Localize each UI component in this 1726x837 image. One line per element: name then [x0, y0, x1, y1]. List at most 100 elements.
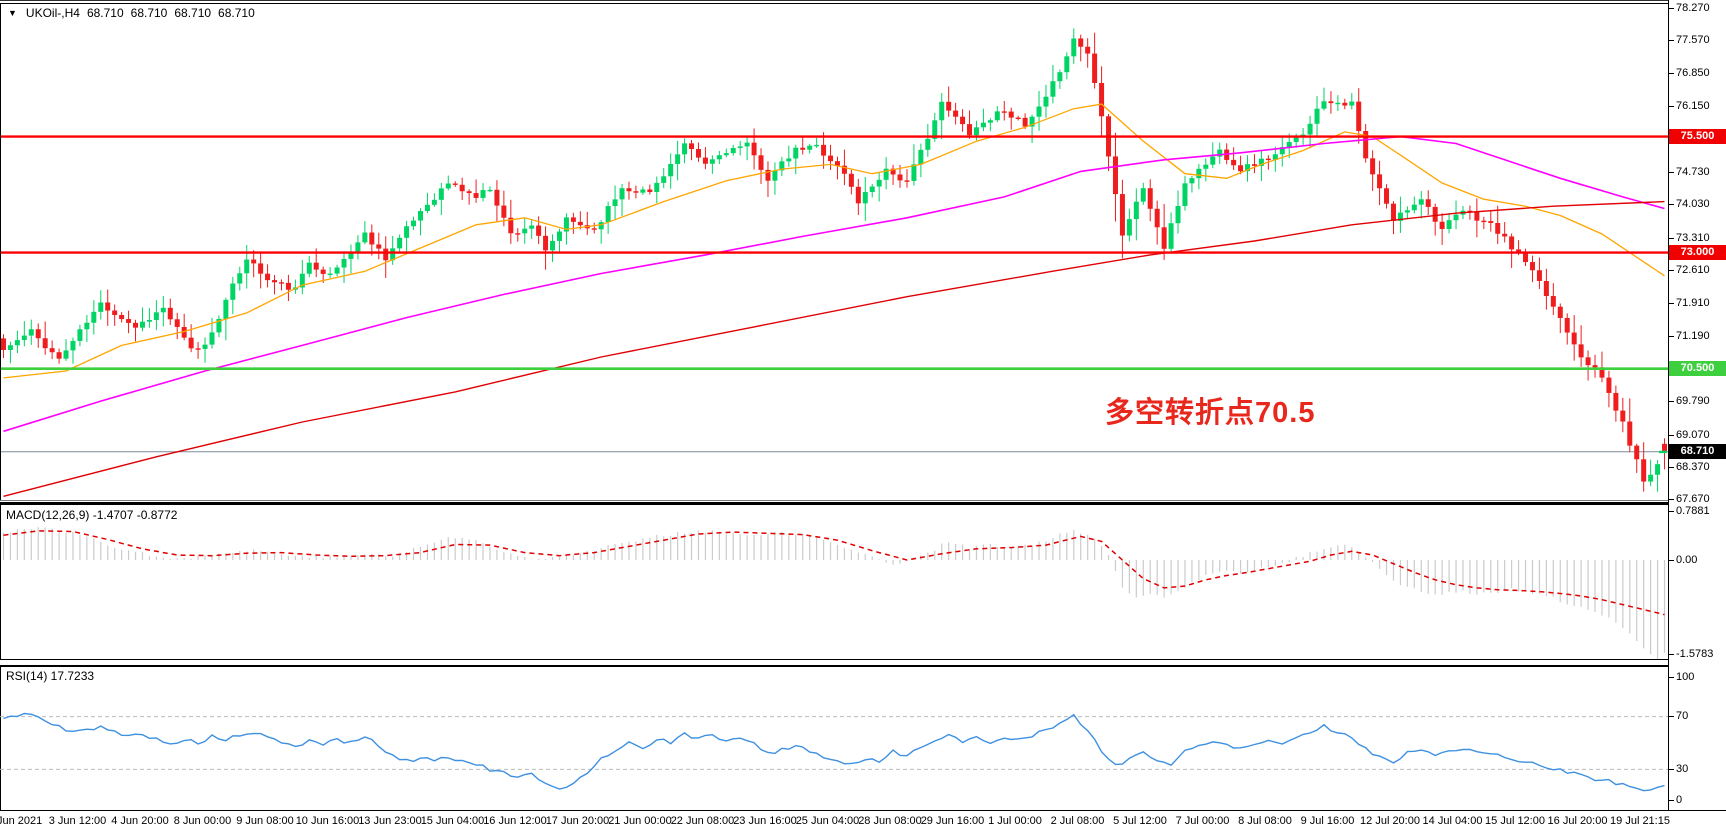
candle-body [1481, 220, 1487, 223]
candle-body [244, 259, 250, 274]
candle-body [174, 319, 180, 327]
macd-tick-label: 0.7881 [1669, 504, 1710, 517]
price-axis[interactable]: 78.27077.57076.85076.15075.43074.73074.0… [1668, 0, 1726, 810]
pane-separator-macd-rsi[interactable] [0, 659, 1669, 667]
chevron-down-icon[interactable]: ▼ [8, 7, 17, 18]
chart-annotation-text[interactable]: 多空转折点70.5 [1105, 397, 1316, 429]
time-tick-label: 22 Jun 08:00 [670, 815, 735, 827]
candle-body [814, 144, 820, 147]
price-level-badge-75.500[interactable]: 75.500 [1669, 129, 1726, 145]
ohlc-open: 68.710 [86, 6, 124, 20]
candle-body [466, 191, 472, 194]
candle-body [1328, 101, 1334, 104]
time-tick-label: 10 Jun 16:00 [295, 815, 360, 827]
candle-body [654, 182, 660, 192]
candle-body [1516, 249, 1522, 253]
candle-body [668, 164, 674, 177]
candle-body [786, 158, 792, 162]
candle-body [758, 155, 764, 170]
candle-body [1363, 131, 1369, 159]
candle-body [1536, 270, 1542, 281]
candle-body [591, 228, 597, 230]
time-axis[interactable]: 2 Jun 2021 3 Jun 12:00 4 Jun 20:00 8 Jun 00… [0, 811, 1726, 837]
candle-body [550, 240, 556, 251]
candle-body [362, 232, 368, 243]
candle-body [1210, 156, 1216, 165]
candle-body [417, 211, 423, 221]
candle-body [42, 338, 48, 349]
candle-body [689, 143, 695, 150]
candle-body [452, 183, 458, 185]
candle-body [1015, 117, 1021, 120]
candle-body [98, 302, 104, 312]
candle-body [1238, 165, 1244, 172]
candle-body [848, 173, 854, 187]
candle-body [459, 184, 465, 192]
time-tick-label: 17 Jun 20:00 [545, 815, 610, 827]
candle-body [807, 145, 813, 150]
time-tick-label: 29 Jun 16:00 [920, 815, 985, 827]
candle-body [1321, 101, 1327, 109]
candle-body [230, 283, 236, 300]
candle-body [1377, 174, 1383, 189]
price-level-badge-68.710[interactable]: 68.710 [1669, 444, 1726, 460]
fast-ma-line [3, 103, 1665, 379]
candle-body [1133, 201, 1139, 220]
candle-body [0, 338, 6, 351]
candle-body [1161, 227, 1167, 249]
rsi-line [3, 712, 1665, 792]
price-tick-label: 76.850 [1669, 67, 1710, 80]
candle-body [1564, 318, 1570, 333]
candle-body [751, 142, 757, 156]
ohlc-low: 68.710 [174, 6, 212, 20]
candle-body [77, 329, 83, 341]
candle-body [536, 225, 542, 236]
candle-body [1175, 205, 1181, 224]
candle-body [105, 302, 111, 311]
time-tick-label: 15 Jul 12:00 [1485, 815, 1545, 827]
time-tick-label: 14 Jul 04:00 [1422, 815, 1483, 827]
candle-body [390, 248, 396, 261]
price-level-badge-73.000[interactable]: 73.000 [1669, 245, 1726, 261]
pane-separator-main-macd[interactable] [0, 500, 1669, 505]
candle-body [779, 161, 785, 171]
time-tick-label: 4 Jun 20:00 [111, 815, 169, 827]
candle-body [737, 146, 743, 148]
candle-body [939, 101, 945, 121]
price-tick-label: 71.910 [1669, 296, 1710, 309]
candle-body [508, 217, 514, 234]
candle-body [765, 169, 771, 181]
candle-body [126, 319, 132, 323]
candle-body [1064, 56, 1070, 73]
candle-body [897, 174, 903, 181]
time-tick-label: 16 Jul 20:00 [1547, 815, 1608, 827]
time-tick-label: 9 Jul 16:00 [1300, 815, 1355, 827]
candle-body [1529, 262, 1535, 271]
candle-body [1314, 108, 1320, 124]
candle-body [563, 217, 569, 232]
candle-body [543, 235, 549, 251]
candle-body [1022, 117, 1028, 127]
price-tick-label: 77.570 [1669, 33, 1710, 46]
ohlc-high: 68.710 [130, 6, 168, 20]
price-level-badge-70.500[interactable]: 70.500 [1669, 361, 1726, 377]
time-tick-label: 19 Jul 21:15 [1610, 815, 1670, 827]
candle-body [960, 116, 966, 125]
candle-body [1662, 443, 1668, 452]
candle-body [967, 124, 973, 136]
candle-body [195, 348, 201, 350]
macd-histogram [2, 527, 1666, 660]
candle-body [1432, 206, 1438, 222]
candle-body [1231, 159, 1237, 166]
candle-body [675, 154, 681, 165]
candle-body [953, 110, 959, 117]
candle-body [1655, 464, 1661, 475]
candle-body [480, 190, 486, 198]
candle-body [1300, 134, 1306, 136]
candle-body [1092, 53, 1098, 83]
candle-body [723, 153, 729, 156]
candle-body [1356, 101, 1362, 132]
candle-body [119, 315, 125, 320]
candle-body [661, 176, 667, 183]
